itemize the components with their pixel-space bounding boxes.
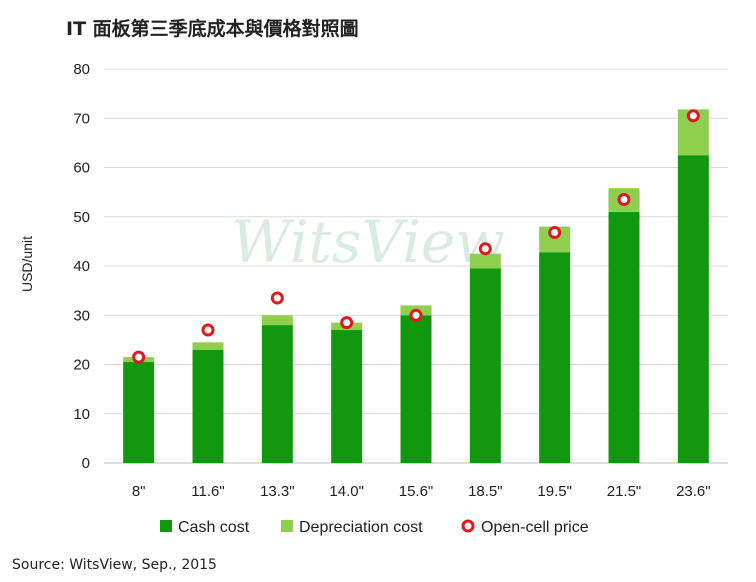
y-axis-label: USD/unit — [19, 236, 35, 292]
x-tick-label: 8" — [132, 483, 146, 500]
open-cell-price-marker — [686, 109, 700, 123]
legend-label-open-cell-price: Open-cell price — [481, 519, 589, 536]
x-tick-label: 13.3" — [260, 483, 295, 500]
open-cell-price-marker — [548, 226, 562, 240]
open-cell-price-marker — [617, 193, 631, 207]
bar-cash-cost — [331, 330, 363, 463]
y-tick-label: 50 — [73, 209, 90, 226]
bars — [123, 109, 709, 463]
open-cell-price-marker — [132, 350, 146, 364]
y-tick-label: 20 — [73, 357, 90, 374]
source-note: Source: WitsView, Sep., 2015 — [12, 557, 217, 573]
bar-cash-cost — [469, 268, 501, 463]
x-axis-ticks: 8" 11.6" 13.3" 14.0" 15.6" 18.5" 19.5" 21.5" 23.… — [132, 483, 711, 500]
y-tick-label: 0 — [82, 455, 90, 472]
x-tick-label: 15.6" — [399, 483, 434, 500]
legend-label-cash-cost: Cash cost — [178, 519, 250, 536]
open-cell-price-marker — [478, 242, 492, 256]
y-tick-label: 60 — [73, 160, 90, 177]
y-tick-label: 10 — [73, 406, 90, 423]
legend: Cash cost Depreciation cost Open-cell pric… — [160, 519, 589, 536]
bar-cash-cost — [123, 362, 155, 463]
open-cell-price-marker — [270, 291, 284, 305]
chart-title: IT 面板第三季底成本與價格對照圖 — [66, 18, 359, 40]
bar-cash-cost — [261, 325, 293, 463]
legend-marker-open-cell-price — [461, 519, 475, 533]
x-tick-label: 21.5" — [607, 483, 642, 500]
bar-cash-cost — [539, 252, 571, 463]
x-tick-label: 19.5" — [537, 483, 572, 500]
legend-swatch-cash-cost — [160, 520, 172, 532]
legend-swatch-depreciation-cost — [281, 520, 293, 532]
x-tick-label: 14.0" — [329, 483, 364, 500]
bar-depreciation-cost — [261, 315, 293, 326]
y-tick-label: 80 — [73, 61, 90, 78]
open-cell-price-marker — [409, 308, 423, 322]
open-cell-price-marker — [201, 323, 215, 337]
y-tick-label: 40 — [73, 258, 90, 275]
bar-cash-cost — [677, 155, 709, 463]
open-cell-price-marker — [340, 316, 354, 330]
x-tick-label: 18.5" — [468, 483, 503, 500]
y-tick-label: 70 — [73, 110, 90, 127]
bar-depreciation-cost — [469, 253, 501, 269]
bar-cash-cost — [608, 211, 640, 463]
x-tick-label: 11.6" — [191, 483, 224, 500]
x-tick-label: 23.6" — [676, 483, 711, 500]
price-markers — [132, 109, 700, 364]
bar-cash-cost — [400, 315, 432, 463]
watermark-text: WitsView — [231, 208, 505, 276]
y-axis-ticks: 0 10 20 30 40 50 60 70 80 — [73, 61, 90, 472]
y-tick-label: 30 — [73, 307, 90, 324]
bar-depreciation-cost — [192, 342, 224, 350]
legend-label-depreciation-cost: Depreciation cost — [299, 519, 423, 536]
bar-cash-cost — [192, 349, 224, 463]
